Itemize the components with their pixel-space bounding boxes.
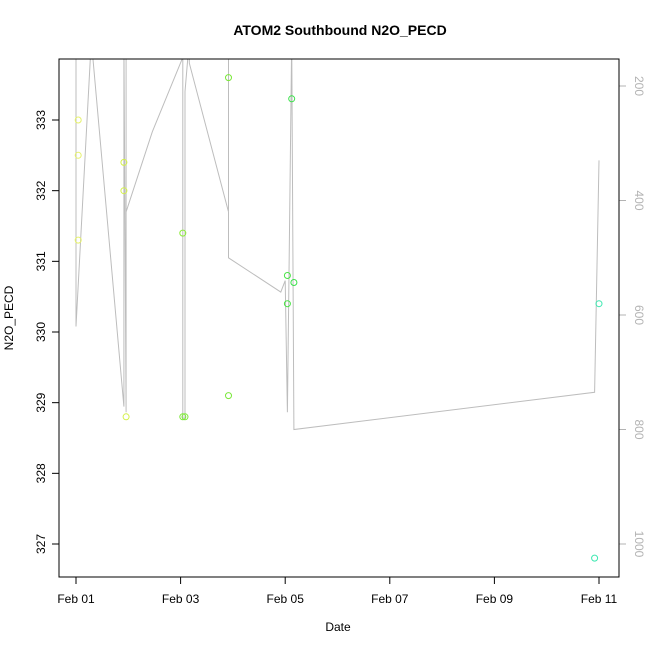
data-point-7 xyxy=(179,413,187,421)
y2-tick-label: 800 xyxy=(632,419,646,439)
x-tick-label: Feb 01 xyxy=(57,592,95,606)
data-point-2 xyxy=(74,236,82,244)
data-point-13 xyxy=(288,95,296,103)
y-tick-label: 333 xyxy=(34,110,48,130)
data-point-10 xyxy=(225,392,232,400)
data-point-0 xyxy=(74,116,82,124)
y-tick-label: 332 xyxy=(34,180,48,200)
y-tick-label: 330 xyxy=(34,322,48,342)
data-point-16 xyxy=(595,300,603,308)
data-point-9 xyxy=(225,74,232,82)
data-point-5 xyxy=(122,413,130,421)
y2-tick-label: 400 xyxy=(632,190,646,210)
data-point-15 xyxy=(591,554,599,562)
data-point-6 xyxy=(179,229,187,237)
y2-tick-label: 600 xyxy=(632,305,646,325)
x-tick-label: Feb 05 xyxy=(267,592,305,606)
data-point-3 xyxy=(120,158,128,166)
x-tick-label: Feb 03 xyxy=(162,592,200,606)
chart-title: ATOM2 Southbound N2O_PECD xyxy=(233,22,446,38)
y-tick-label: 329 xyxy=(34,392,48,412)
points-layer xyxy=(74,74,603,562)
x-tick-label: Feb 07 xyxy=(371,592,409,606)
y-tick-label: 328 xyxy=(34,463,48,483)
y2-tick-label: 1000 xyxy=(632,531,646,558)
data-point-4 xyxy=(120,187,128,195)
data-point-8 xyxy=(181,413,189,421)
y2-tick-label: 200 xyxy=(632,76,646,96)
data-point-1 xyxy=(74,151,82,159)
data-point-14 xyxy=(290,279,298,286)
data-point-11 xyxy=(283,272,291,279)
y-axis-label: N2O_PECD xyxy=(2,285,16,350)
y-tick-label: 331 xyxy=(34,251,48,271)
plot-frame xyxy=(58,58,620,578)
x-tick-label: Feb 09 xyxy=(476,592,514,606)
x-tick-label: Feb 11 xyxy=(581,592,618,606)
altitude-profile-line xyxy=(75,59,600,431)
axes-layer: Feb 01 Feb 03 Feb 05 Feb 07 Feb 09 Feb 11 327 3… xyxy=(34,76,646,606)
x-axis-label: Date xyxy=(325,620,351,634)
altitude-profile-layer xyxy=(75,59,600,431)
data-point-12 xyxy=(283,300,291,308)
y-tick-label: 327 xyxy=(34,534,48,554)
